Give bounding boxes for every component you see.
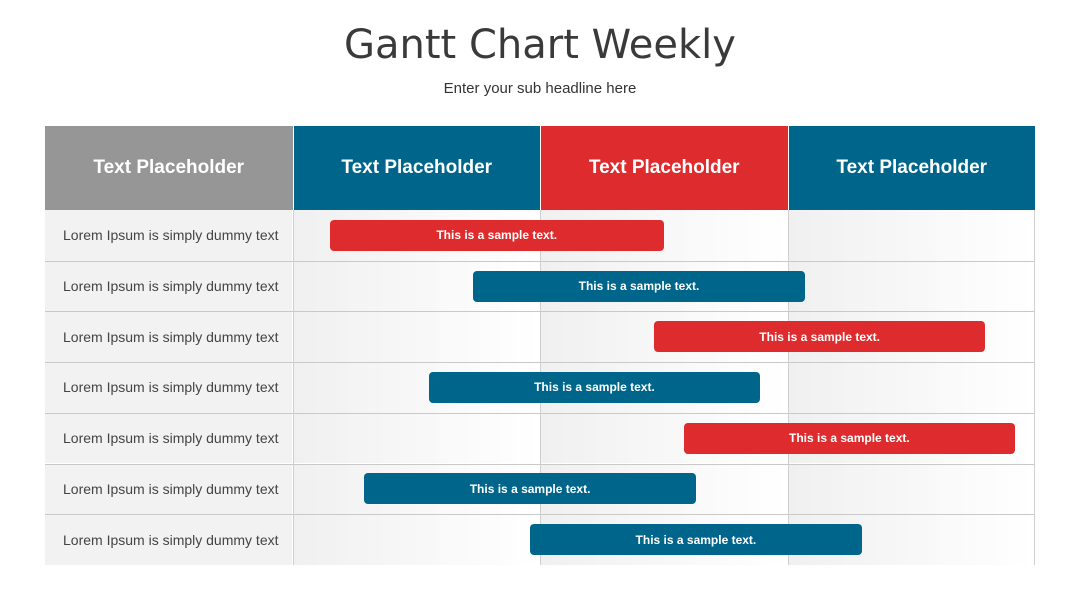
week-cell xyxy=(292,514,540,565)
row-label-7: Lorem Ipsum is simply dummy text xyxy=(45,514,292,565)
row-label-1: Lorem Ipsum is simply dummy text xyxy=(45,210,292,261)
gantt-bar-7[interactable]: This is a sample text. xyxy=(530,524,862,556)
column-header-1: Text Placeholder xyxy=(45,126,293,210)
column-header-3: Text Placeholder xyxy=(540,126,788,210)
row-label-6: Lorem Ipsum is simply dummy text xyxy=(45,463,292,515)
column-header-2: Text Placeholder xyxy=(292,126,540,210)
column-divider xyxy=(1034,210,1035,565)
week-cell xyxy=(787,260,1035,312)
column-header-4: Text Placeholder xyxy=(787,126,1035,210)
week-cell xyxy=(787,463,1035,515)
gantt-bar-2[interactable]: This is a sample text. xyxy=(473,270,805,302)
week-cell xyxy=(292,412,540,464)
week-cell xyxy=(787,362,1035,413)
row-label-3: Lorem Ipsum is simply dummy text xyxy=(45,311,292,363)
page-subtitle: Enter your sub headline here xyxy=(443,80,637,97)
column-divider xyxy=(292,210,294,565)
gantt-bar-4[interactable]: This is a sample text. xyxy=(428,371,761,403)
column-divider xyxy=(787,210,789,565)
week-cell xyxy=(292,311,540,363)
gantt-bar-6[interactable]: This is a sample text. xyxy=(364,473,696,505)
row-label-2: Lorem Ipsum is simply dummy text xyxy=(45,260,292,312)
week-cell xyxy=(787,210,1035,261)
gantt-chart: Text Placeholder Text Placeholder Text Pla… xyxy=(45,126,1035,565)
row-label-4: Lorem Ipsum is simply dummy text xyxy=(45,362,292,413)
gantt-bar-5[interactable]: This is a sample text. xyxy=(683,422,1016,454)
row-label-5: Lorem Ipsum is simply dummy text xyxy=(45,412,292,464)
page-title: Gantt Chart Weekly xyxy=(344,22,736,68)
gantt-bar-1[interactable]: This is a sample text. xyxy=(329,219,664,251)
gantt-bar-3[interactable]: This is a sample text. xyxy=(653,321,986,353)
